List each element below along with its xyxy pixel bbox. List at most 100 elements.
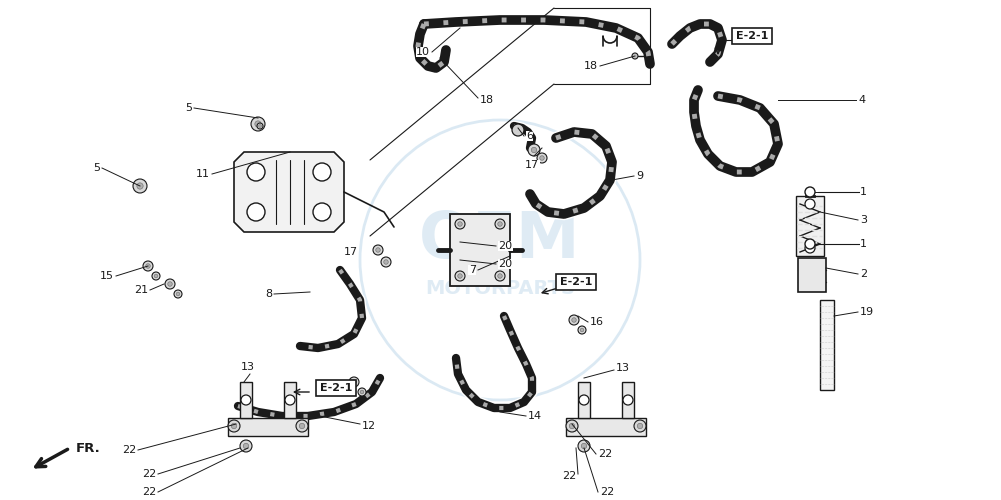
Circle shape [582, 444, 587, 448]
Circle shape [638, 424, 643, 428]
Circle shape [623, 395, 633, 405]
Text: 21: 21 [134, 285, 148, 295]
Circle shape [133, 179, 147, 193]
Text: 5: 5 [185, 103, 192, 113]
Text: 22: 22 [562, 471, 576, 481]
Circle shape [532, 148, 537, 152]
Circle shape [540, 156, 545, 160]
Circle shape [455, 271, 465, 281]
Bar [820, 300, 834, 390]
Circle shape [358, 388, 366, 396]
Text: E-2-1: E-2-1 [560, 277, 593, 287]
Text: 20: 20 [498, 241, 513, 251]
Bar [240, 382, 252, 418]
Text: 6: 6 [526, 131, 533, 141]
Text: 9: 9 [636, 171, 643, 181]
Circle shape [495, 219, 505, 229]
Circle shape [231, 424, 236, 428]
Text: 7: 7 [468, 265, 476, 275]
Circle shape [258, 124, 261, 128]
Text: 16: 16 [328, 385, 342, 395]
Circle shape [805, 239, 815, 249]
Circle shape [240, 440, 252, 452]
Text: 22: 22 [122, 445, 136, 455]
Text: 18: 18 [480, 95, 494, 105]
Bar [284, 382, 296, 418]
Circle shape [247, 163, 265, 181]
Text: OEM: OEM [419, 209, 581, 271]
Circle shape [578, 326, 586, 334]
Text: 17: 17 [525, 160, 540, 170]
Circle shape [497, 274, 503, 278]
Circle shape [497, 222, 503, 226]
Circle shape [579, 395, 589, 405]
Text: 17: 17 [344, 247, 358, 257]
Circle shape [572, 318, 577, 322]
Circle shape [537, 153, 547, 163]
Text: 20: 20 [498, 259, 513, 269]
Circle shape [285, 395, 295, 405]
Text: 10: 10 [416, 47, 430, 57]
Circle shape [805, 187, 815, 197]
Circle shape [578, 440, 590, 452]
Circle shape [241, 395, 251, 405]
Circle shape [143, 261, 153, 271]
Circle shape [152, 272, 160, 280]
Circle shape [375, 248, 380, 252]
Circle shape [805, 243, 815, 253]
Circle shape [349, 377, 359, 387]
Circle shape [373, 245, 383, 255]
Text: FR.: FR. [76, 442, 101, 454]
Circle shape [805, 199, 815, 209]
Circle shape [313, 203, 331, 221]
Circle shape [528, 144, 540, 156]
Bar [566, 418, 646, 436]
Circle shape [360, 390, 363, 394]
Polygon shape [234, 152, 344, 232]
Text: 1: 1 [860, 239, 867, 249]
Circle shape [566, 420, 578, 432]
Circle shape [255, 121, 261, 127]
Circle shape [296, 420, 308, 432]
Circle shape [383, 260, 388, 264]
Circle shape [581, 328, 584, 332]
Circle shape [634, 420, 646, 432]
Circle shape [381, 257, 391, 267]
Circle shape [154, 274, 158, 278]
Circle shape [176, 292, 180, 296]
Bar [578, 382, 590, 418]
Text: 22: 22 [598, 449, 613, 459]
Text: 18: 18 [584, 61, 598, 71]
Circle shape [455, 219, 465, 229]
Circle shape [457, 222, 462, 226]
Circle shape [570, 424, 575, 428]
Circle shape [146, 264, 150, 268]
Text: 3: 3 [860, 215, 867, 225]
Text: 4: 4 [858, 95, 865, 105]
Circle shape [457, 274, 462, 278]
Text: 15: 15 [100, 271, 114, 281]
Circle shape [495, 271, 505, 281]
Circle shape [137, 183, 143, 189]
Text: 13: 13 [241, 362, 255, 372]
Circle shape [247, 203, 265, 221]
Text: 22: 22 [600, 487, 615, 497]
Circle shape [512, 124, 524, 136]
Circle shape [632, 53, 638, 59]
Circle shape [257, 123, 263, 129]
Circle shape [228, 420, 240, 432]
Text: 1: 1 [860, 187, 867, 197]
Circle shape [351, 380, 356, 384]
Text: 16: 16 [590, 317, 604, 327]
Circle shape [569, 315, 579, 325]
Bar [796, 196, 824, 256]
Text: 14: 14 [528, 411, 543, 421]
Circle shape [313, 163, 331, 181]
Circle shape [251, 117, 265, 131]
Text: 22: 22 [142, 469, 156, 479]
Bar [798, 258, 826, 292]
Circle shape [174, 290, 182, 298]
Text: MOTORPARTS: MOTORPARTS [425, 278, 575, 297]
Text: 19: 19 [860, 307, 874, 317]
Bar [450, 214, 510, 286]
